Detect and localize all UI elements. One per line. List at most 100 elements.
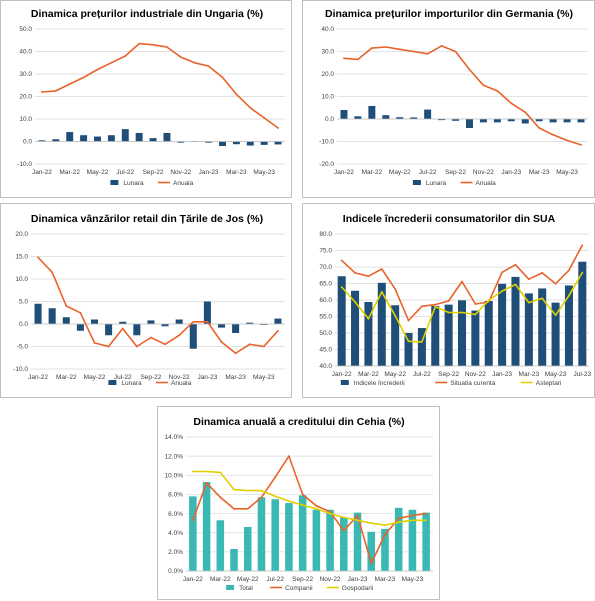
x-tick-label: Sep-22 <box>140 374 161 381</box>
point-Feb-23 <box>370 562 373 565</box>
bar-Apr-22 <box>382 115 390 119</box>
y-tick-label: 65.0 <box>319 281 332 288</box>
bar-May-23 <box>408 509 417 571</box>
bar-Jan-22 <box>38 140 46 142</box>
y-tick-label: -20.0 <box>319 161 334 168</box>
series-line-companii <box>192 455 427 565</box>
point-Oct-22 <box>315 505 318 507</box>
point-Mar-22 <box>68 83 71 86</box>
point-Jul-22 <box>426 52 429 55</box>
point-Dec-22 <box>487 299 490 302</box>
point-Mar-22 <box>367 275 370 278</box>
bar-Aug-22 <box>431 305 440 366</box>
chart-panel-hungary-industrial-prices: Dinamica prețurilor industriale din Unga… <box>0 0 292 198</box>
y-tick-label: 0.0 <box>19 321 28 328</box>
x-tick-label: Jan-23 <box>199 169 219 176</box>
x-tick-label: Jan-22 <box>332 371 352 378</box>
bar-Apr-22 <box>76 324 84 331</box>
point-Feb-22 <box>54 89 57 92</box>
point-Nov-22 <box>329 510 331 513</box>
point-Jun-23 <box>425 519 428 522</box>
legend-label: Lunara <box>123 180 144 187</box>
point-Jul-22 <box>121 327 124 330</box>
y-tick-label: -10.0 <box>319 139 334 146</box>
x-tick-label: Mar-22 <box>210 576 231 583</box>
point-Nov-22 <box>474 303 477 305</box>
y-tick-label: 8.0% <box>168 492 183 499</box>
point-May-23 <box>263 116 266 119</box>
point-Dec-22 <box>342 529 345 532</box>
point-Dec-22 <box>193 61 196 64</box>
point-Jan-22 <box>340 286 343 289</box>
legend-label: Lunara <box>426 180 447 187</box>
legend-swatch <box>226 585 235 590</box>
bar-Jun-22 <box>410 117 418 119</box>
point-Feb-23 <box>221 76 224 79</box>
x-tick-label: Sep-22 <box>438 371 459 378</box>
bar-May-23 <box>551 302 560 366</box>
y-tick-label: 2.0% <box>168 549 183 556</box>
bar-Nov-22 <box>471 310 480 366</box>
bar-Jan-23 <box>203 301 211 324</box>
point-Jan-22 <box>37 256 39 259</box>
bar-May-22 <box>90 319 99 324</box>
point-Nov-22 <box>179 56 182 59</box>
x-tick-label: May-23 <box>253 169 275 176</box>
y-tick-label: 50.0 <box>319 330 332 337</box>
point-Apr-22 <box>384 46 387 48</box>
point-Feb-23 <box>220 341 223 343</box>
point-Oct-22 <box>164 343 166 346</box>
bar-Mar-23 <box>381 528 389 571</box>
y-tick-label: 4.0% <box>168 530 183 537</box>
bar-Jan-22 <box>189 496 197 571</box>
y-tick-label: 40.0 <box>321 26 334 33</box>
bar-Apr-23 <box>538 288 547 366</box>
y-tick-label: 20.0 <box>321 71 334 78</box>
point-Sep-22 <box>447 311 450 314</box>
point-Jan-23 <box>510 102 513 105</box>
point-Oct-22 <box>461 311 463 314</box>
bar-Mar-22 <box>216 520 225 571</box>
bar-Jun-22 <box>105 324 113 336</box>
point-Apr-23 <box>397 517 400 520</box>
bar-Jul-22 <box>271 499 279 571</box>
bar-Oct-22 <box>457 300 467 366</box>
point-Mar-22 <box>367 317 370 320</box>
x-tick-label: May-22 <box>84 374 106 381</box>
point-Feb-22 <box>357 58 359 61</box>
legend-swatch <box>412 180 421 185</box>
point-Feb-23 <box>514 263 517 266</box>
point-Jul-22 <box>274 495 277 498</box>
y-tick-label: 5.0 <box>19 299 28 306</box>
point-Nov-22 <box>329 512 331 515</box>
y-tick-label: -5.0 <box>17 344 29 351</box>
point-Mar-22 <box>219 496 222 499</box>
y-tick-label: 15.0 <box>15 254 28 261</box>
point-Sep-22 <box>454 50 457 53</box>
x-tick-label: Jan-23 <box>197 374 217 381</box>
point-Mar-23 <box>538 127 541 129</box>
point-Apr-23 <box>541 297 544 300</box>
bar-Feb-23 <box>217 324 226 328</box>
bar-Nov-22 <box>175 319 183 324</box>
x-tick-label: May-22 <box>87 169 109 176</box>
series-line-anuala <box>41 42 279 129</box>
legend-label: Lunara <box>121 380 142 387</box>
y-tick-label: 20.0 <box>15 231 28 238</box>
bar-May-23 <box>260 141 268 145</box>
x-tick-label: Mar-23 <box>375 576 396 583</box>
x-tick-label: Jul-23 <box>573 371 591 378</box>
chart-panel-netherlands-retail-sales: Dinamica vânzărilor retail din Țările de… <box>0 203 292 398</box>
point-Jan-23 <box>356 514 359 517</box>
x-tick-label: Sep-22 <box>292 576 313 583</box>
point-Mar-23 <box>384 533 386 536</box>
bar-Jun-23 <box>577 119 585 123</box>
point-Apr-22 <box>79 311 82 314</box>
point-Aug-22 <box>434 303 437 306</box>
bar-Mar-22 <box>368 105 376 119</box>
y-tick-label: 0.0 <box>23 139 32 146</box>
point-Oct-22 <box>468 68 471 71</box>
point-Feb-22 <box>354 272 356 274</box>
x-tick-label: May-23 <box>556 169 578 176</box>
point-Apr-23 <box>248 343 251 346</box>
